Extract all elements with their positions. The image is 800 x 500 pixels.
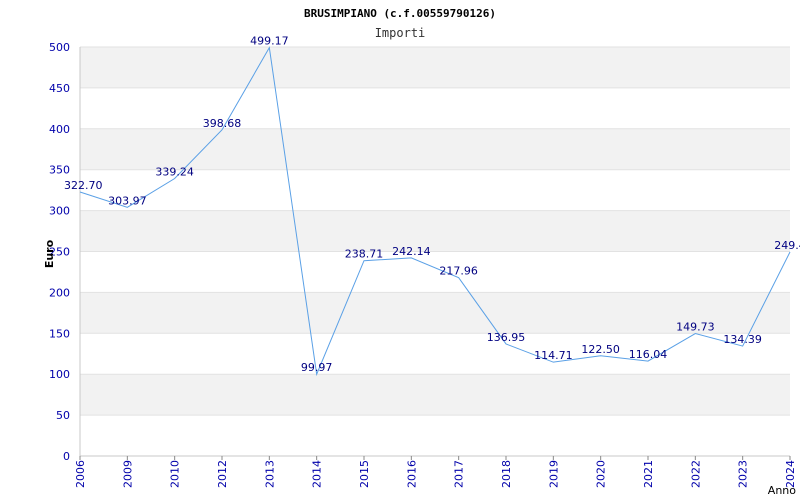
x-tick-label: 2016 (405, 460, 418, 488)
x-tick-label: 2022 (689, 460, 702, 488)
series-line (79, 46, 791, 377)
x-tick-label: 2006 (74, 460, 87, 488)
x-tick-label: 2014 (311, 460, 324, 488)
data-label: 217.96 (439, 265, 478, 278)
data-label: 116.04 (629, 348, 668, 361)
plot-band (80, 210, 790, 252)
plot-band (80, 169, 790, 211)
data-label: 303.97 (108, 194, 147, 207)
x-tick-label: 2021 (642, 460, 655, 488)
y-tick-label: 50 (56, 409, 70, 422)
data-label: 339.24 (155, 166, 194, 179)
data-label: 499.17 (250, 35, 289, 48)
y-tick-label: 150 (49, 327, 70, 340)
plot-band (80, 251, 790, 293)
data-label: 242.14 (392, 245, 431, 258)
data-labels: 322.70 303.97 339.24 398.68 499.17 99.97 238.7… (64, 35, 800, 375)
x-tick-label: 2018 (500, 460, 513, 488)
plot-background (80, 47, 790, 456)
plot-band (80, 87, 790, 129)
y-axis-title: Euro (43, 239, 56, 268)
x-tick-label: 2020 (595, 460, 608, 488)
data-label: 122.50 (581, 343, 620, 356)
data-label: 238.71 (345, 248, 384, 261)
chart-title: BRUSIMPIANO (c.f.00559790126) (304, 7, 496, 20)
y-tick-label: 200 (49, 286, 70, 299)
data-label: 134.39 (723, 333, 762, 346)
chart-subtitle: Importi (375, 26, 426, 40)
x-tick-label: 2019 (547, 460, 560, 488)
y-tick-label: 300 (49, 205, 70, 218)
x-tick-label: 2010 (169, 460, 182, 488)
y-tick-label: 450 (49, 82, 70, 95)
data-label: 136.95 (487, 331, 526, 344)
data-label: 249.4 (774, 239, 800, 252)
y-tick-label: 100 (49, 368, 70, 381)
x-axis-title: Anno (768, 484, 796, 497)
x-tick-label: 2023 (737, 460, 750, 488)
y-axis-ticks: 0 50 100 150 200 250 300 350 400 450 500 (49, 41, 70, 463)
data-label: 322.70 (64, 179, 103, 192)
x-tick-label: 2012 (216, 460, 229, 488)
data-label: 398.68 (203, 117, 242, 130)
y-tick-label: 250 (49, 246, 70, 259)
x-tick-label: 2009 (121, 460, 134, 488)
plot-band (80, 333, 790, 375)
plot-band (80, 292, 790, 334)
data-label: 149.73 (676, 321, 715, 334)
x-tick-label: 2013 (263, 460, 276, 488)
y-tick-label: 350 (49, 164, 70, 177)
x-tick-label: 2024 (784, 460, 797, 488)
data-label: 99.97 (301, 361, 333, 374)
x-tick-label: 2017 (453, 460, 466, 488)
x-axis-ticks: 2006 2009 2010 2012 2013 2014 2015 2016 2017 2018… (74, 456, 797, 488)
plot-band (80, 47, 790, 88)
plot-band (80, 415, 790, 456)
x-tick-label: 2015 (358, 460, 371, 488)
y-tick-label: 400 (49, 123, 70, 136)
data-label: 114.71 (534, 349, 573, 362)
plot-band (80, 128, 790, 170)
plot-band (80, 374, 790, 416)
y-tick-label: 500 (49, 41, 70, 54)
y-tick-label: 0 (63, 450, 70, 463)
